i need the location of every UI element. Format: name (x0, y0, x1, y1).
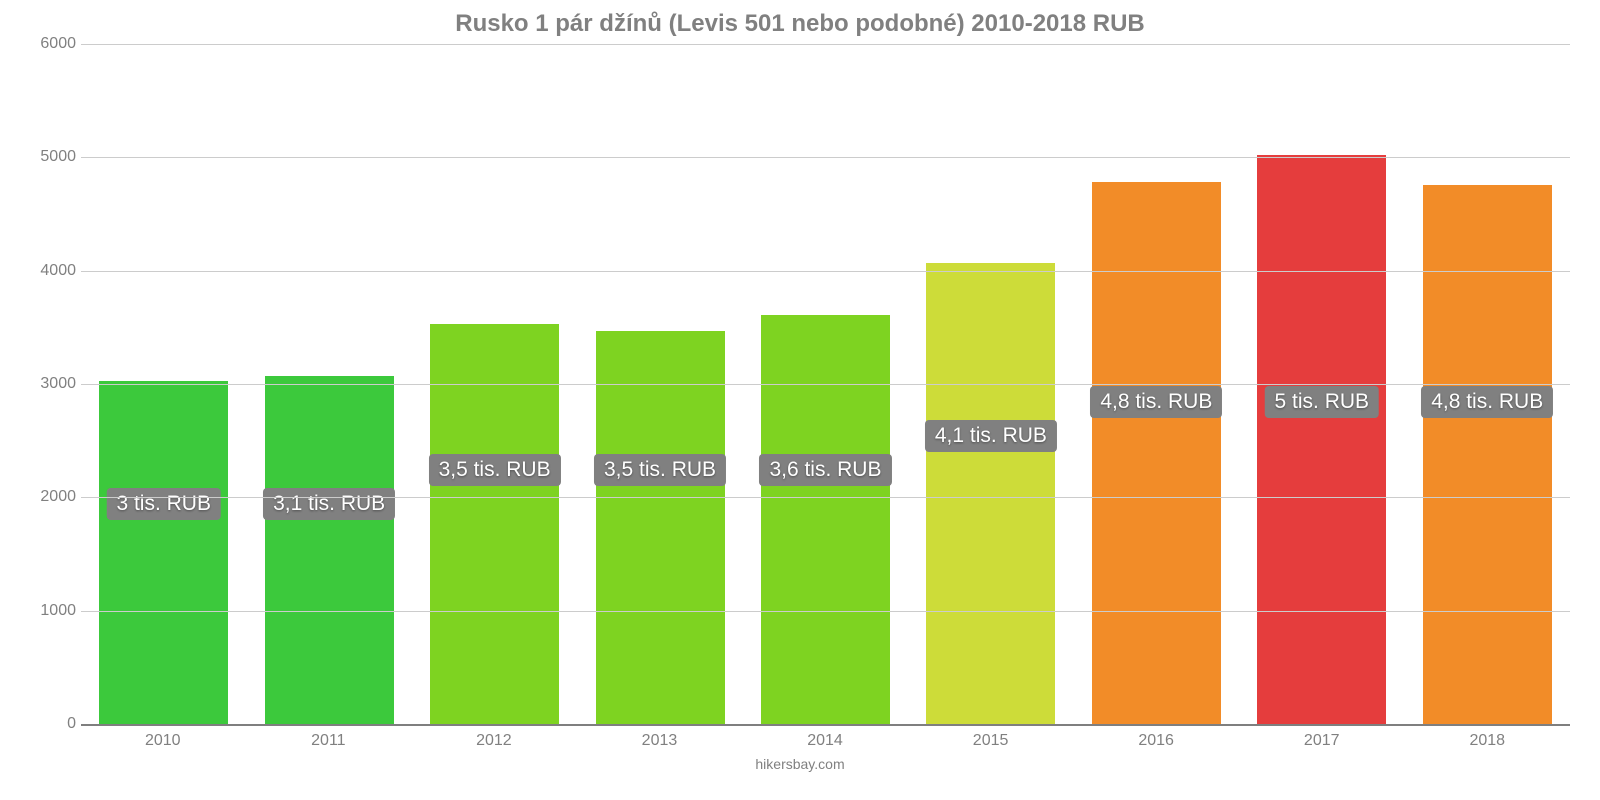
y-tick-label: 0 (26, 715, 76, 733)
bar (596, 331, 725, 724)
y-tick-label: 6000 (26, 35, 76, 53)
x-tick-label: 2017 (1239, 724, 1405, 750)
baseline (81, 724, 1570, 726)
bar-value-label: 3,5 tis. RUB (594, 454, 726, 486)
x-tick-label: 2010 (80, 724, 246, 750)
y-tick-label: 2000 (26, 488, 76, 506)
y-tick-label: 4000 (26, 262, 76, 280)
x-tick-label: 2012 (411, 724, 577, 750)
x-axis: 201020112012201320142015201620172018 (80, 724, 1570, 750)
bar (99, 381, 228, 724)
bar-value-label: 3,6 tis. RUB (759, 454, 891, 486)
bar-value-label: 4,8 tis. RUB (1090, 386, 1222, 418)
bar (761, 315, 890, 724)
x-tick-label: 2014 (742, 724, 908, 750)
x-tick-label: 2011 (246, 724, 412, 750)
bar-value-label: 5 tis. RUB (1265, 386, 1380, 418)
bar-value-label: 3,1 tis. RUB (263, 488, 395, 520)
y-tick-label: 5000 (26, 148, 76, 166)
x-tick-label: 2015 (908, 724, 1074, 750)
gridline (81, 44, 1570, 45)
chart-title: Rusko 1 pár džínů (Levis 501 nebo podobn… (20, 10, 1580, 38)
gridline (81, 157, 1570, 158)
y-tick-label: 3000 (26, 375, 76, 393)
bar (1423, 185, 1552, 724)
gridline (81, 497, 1570, 498)
bar (1092, 182, 1221, 724)
gridline (81, 384, 1570, 385)
bar-value-label: 3 tis. RUB (106, 488, 221, 520)
bar-value-label: 3,5 tis. RUB (429, 454, 561, 486)
chart-footer: hikersbay.com (20, 756, 1580, 772)
x-tick-label: 2013 (577, 724, 743, 750)
price-chart: Rusko 1 pár džínů (Levis 501 nebo podobn… (0, 0, 1600, 800)
bar-value-label: 4,8 tis. RUB (1421, 386, 1553, 418)
gridline (81, 611, 1570, 612)
bar (265, 376, 394, 724)
plot-area: 3 tis. RUB 3,1 tis. RUB 3,5 tis. RUB 3,5 ti… (80, 44, 1570, 724)
bar-value-label: 4,1 tis. RUB (925, 420, 1057, 452)
y-tick-label: 1000 (26, 602, 76, 620)
x-tick-label: 2018 (1405, 724, 1571, 750)
gridline (81, 271, 1570, 272)
x-tick-label: 2016 (1073, 724, 1239, 750)
bar (1257, 155, 1386, 724)
bar (926, 263, 1055, 724)
